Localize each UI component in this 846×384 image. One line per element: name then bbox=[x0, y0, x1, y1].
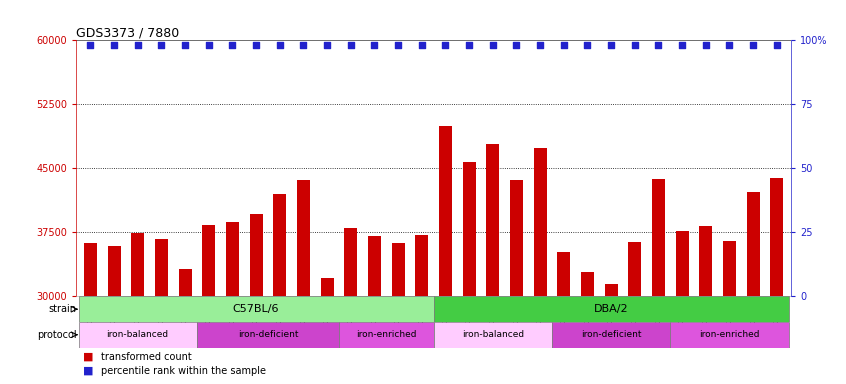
Bar bbox=[415, 235, 428, 296]
Point bbox=[179, 42, 192, 48]
Point bbox=[415, 42, 429, 48]
Point bbox=[155, 42, 168, 48]
Bar bbox=[179, 269, 191, 296]
Bar bbox=[552, 322, 670, 348]
Point bbox=[770, 42, 783, 48]
Text: DBA/2: DBA/2 bbox=[594, 304, 629, 314]
Text: GDS3373 / 7880: GDS3373 / 7880 bbox=[76, 26, 179, 39]
Bar bbox=[486, 144, 499, 296]
Point bbox=[486, 42, 499, 48]
Text: iron-balanced: iron-balanced bbox=[107, 330, 168, 339]
Bar bbox=[463, 162, 475, 296]
Point bbox=[202, 42, 216, 48]
Point bbox=[533, 42, 547, 48]
Bar bbox=[79, 296, 433, 322]
Point bbox=[557, 42, 570, 48]
Point bbox=[651, 42, 665, 48]
Bar bbox=[433, 322, 552, 348]
Point bbox=[321, 42, 334, 48]
Point bbox=[628, 42, 641, 48]
Text: ■: ■ bbox=[83, 352, 94, 362]
Text: C57BL/6: C57BL/6 bbox=[233, 304, 279, 314]
Bar bbox=[339, 322, 433, 348]
Point bbox=[297, 42, 310, 48]
Point bbox=[368, 42, 382, 48]
Bar bbox=[368, 236, 381, 296]
Bar bbox=[605, 283, 618, 296]
Bar bbox=[676, 232, 689, 296]
Bar bbox=[392, 243, 404, 296]
Bar bbox=[433, 296, 788, 322]
Bar bbox=[629, 242, 641, 296]
Point bbox=[722, 42, 736, 48]
Point bbox=[131, 42, 145, 48]
Point bbox=[699, 42, 712, 48]
Text: transformed count: transformed count bbox=[102, 352, 192, 362]
Bar bbox=[84, 243, 96, 296]
Bar bbox=[107, 246, 120, 296]
Bar bbox=[581, 271, 594, 296]
Bar bbox=[771, 178, 783, 296]
Bar bbox=[79, 322, 197, 348]
Bar bbox=[723, 241, 736, 296]
Point bbox=[250, 42, 263, 48]
Text: ■: ■ bbox=[83, 366, 94, 376]
Point bbox=[107, 42, 121, 48]
Point bbox=[580, 42, 594, 48]
Text: percentile rank within the sample: percentile rank within the sample bbox=[102, 366, 266, 376]
Point bbox=[604, 42, 618, 48]
Bar bbox=[197, 322, 339, 348]
Point bbox=[746, 42, 760, 48]
Bar bbox=[439, 126, 452, 296]
Point bbox=[226, 42, 239, 48]
Bar bbox=[510, 180, 523, 296]
Text: iron-enriched: iron-enriched bbox=[699, 330, 760, 339]
Bar bbox=[226, 222, 239, 296]
Bar bbox=[344, 228, 357, 296]
Text: iron-deficient: iron-deficient bbox=[238, 330, 298, 339]
Point bbox=[273, 42, 287, 48]
Bar bbox=[321, 278, 333, 296]
Point bbox=[344, 42, 358, 48]
Point bbox=[509, 42, 523, 48]
Bar bbox=[670, 322, 788, 348]
Text: protocol: protocol bbox=[36, 330, 76, 340]
Bar bbox=[131, 233, 144, 296]
Bar bbox=[297, 180, 310, 296]
Bar bbox=[700, 225, 712, 296]
Bar bbox=[747, 192, 760, 296]
Point bbox=[675, 42, 689, 48]
Text: iron-deficient: iron-deficient bbox=[581, 330, 641, 339]
Bar bbox=[202, 225, 215, 296]
Text: iron-balanced: iron-balanced bbox=[462, 330, 524, 339]
Bar bbox=[155, 239, 168, 296]
Point bbox=[462, 42, 475, 48]
Bar bbox=[558, 252, 570, 296]
Bar bbox=[652, 179, 665, 296]
Text: strain: strain bbox=[48, 304, 76, 314]
Bar bbox=[534, 148, 547, 296]
Bar bbox=[250, 214, 262, 296]
Bar bbox=[273, 194, 286, 296]
Point bbox=[438, 42, 452, 48]
Text: iron-enriched: iron-enriched bbox=[356, 330, 416, 339]
Point bbox=[84, 42, 97, 48]
Point bbox=[392, 42, 405, 48]
